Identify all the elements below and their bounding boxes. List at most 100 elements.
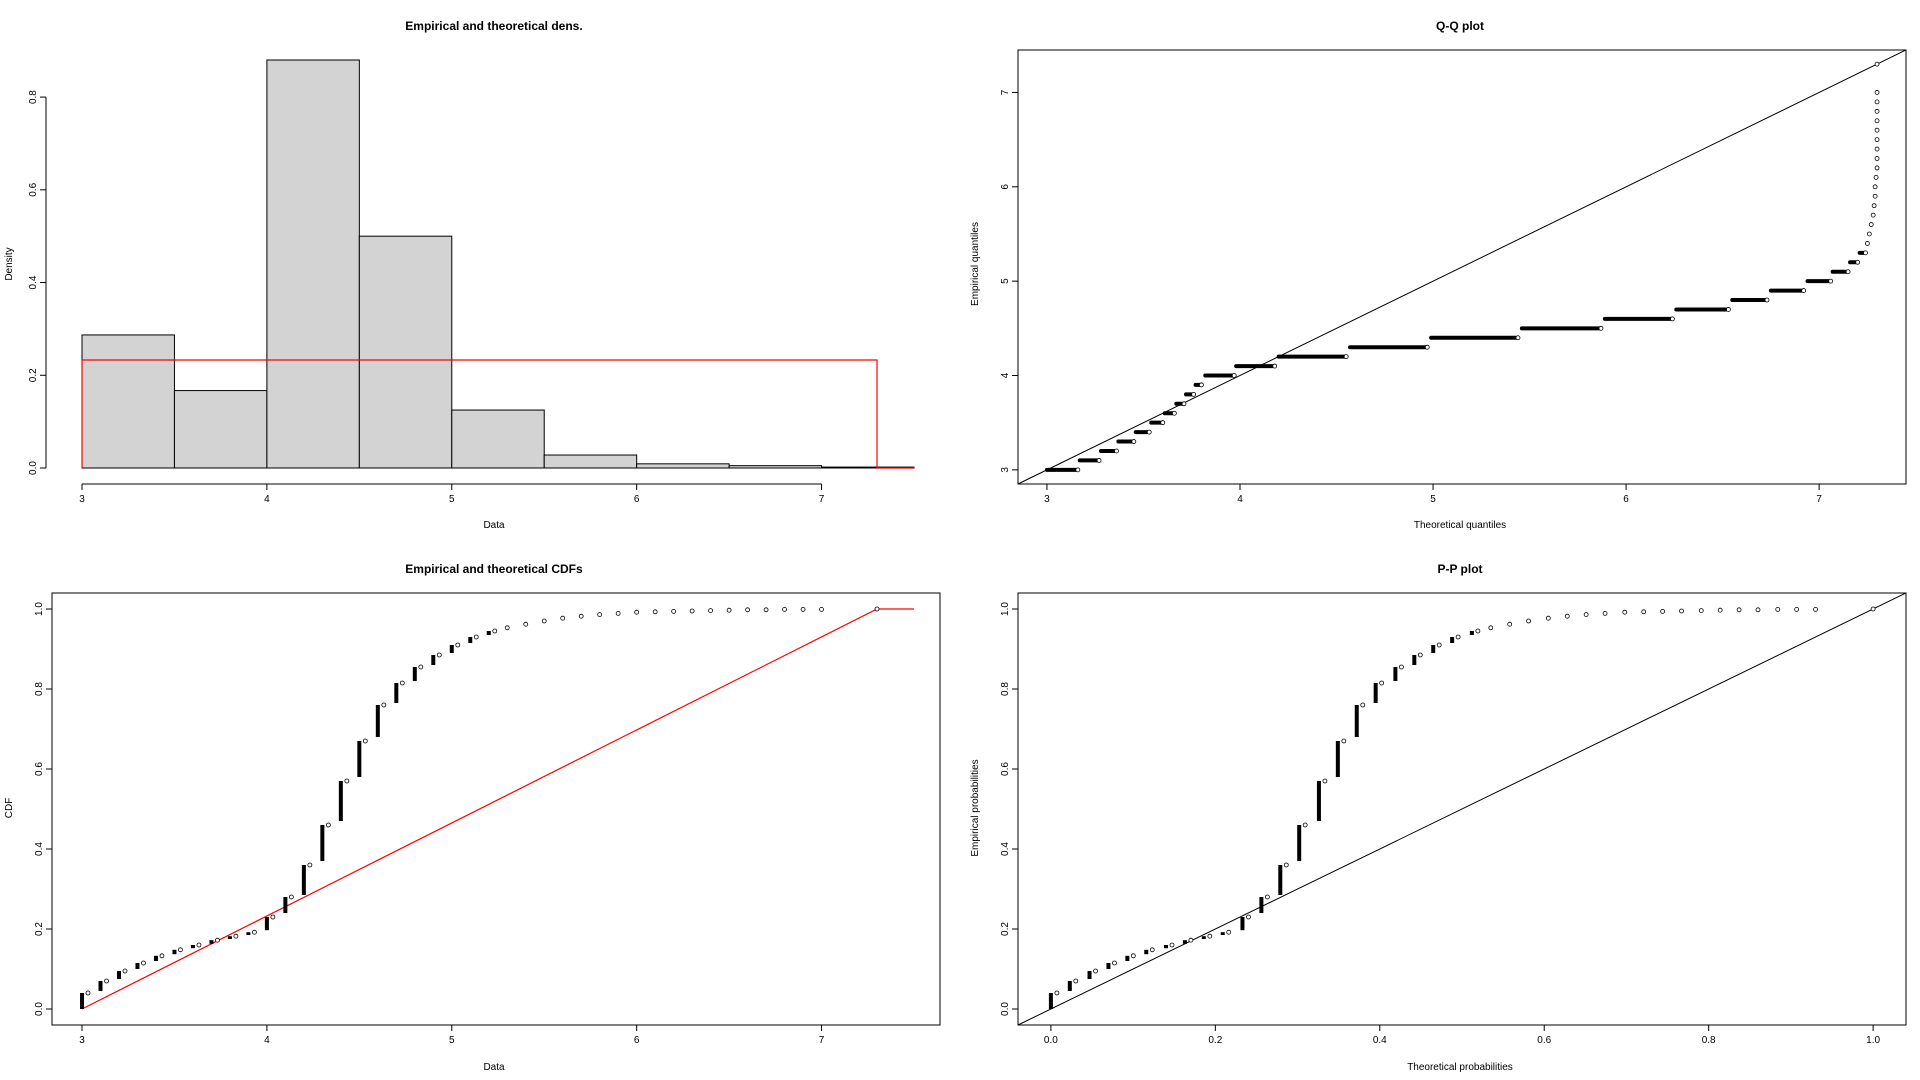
density-bars [81, 59, 915, 469]
cdf-point [782, 607, 787, 612]
qq-y-tick-label: 5 [1000, 278, 1011, 284]
cdf-point [362, 738, 368, 744]
pp-point [1188, 937, 1194, 943]
cdf-point [800, 607, 806, 612]
pp-point [1073, 978, 1079, 984]
qq-point [1231, 373, 1237, 378]
qq-point [1868, 222, 1874, 227]
cdf-point [578, 613, 584, 619]
cdf-point [178, 947, 183, 953]
pp-point [1341, 738, 1347, 744]
qq-point [1096, 458, 1102, 463]
cdf-point [251, 929, 257, 935]
cdf-plot-frame [51, 592, 941, 1026]
qq-points [1044, 61, 1880, 473]
cdf-panel: Empirical and theoretical CDFs Data CDF … [4, 562, 941, 1073]
qq-x-tick-label: 7 [1816, 494, 1822, 505]
pp-point [1813, 607, 1818, 612]
density-bar [451, 409, 545, 469]
pp-point [1169, 942, 1175, 948]
pp-plot-frame [1017, 592, 1907, 1026]
pp-point [1660, 609, 1666, 614]
pp-point [1054, 990, 1060, 996]
cdf-x-tick-label: 7 [819, 1035, 825, 1046]
cdf-x-axis: 3 4 5 6 7 [79, 1025, 825, 1046]
cdf-point [819, 607, 824, 612]
density-xlabel: Data [483, 520, 505, 531]
pp-point [1641, 609, 1647, 615]
cdf-point [473, 634, 479, 640]
cdf-y-tick-label: 0.4 [34, 842, 45, 856]
qq-x-tick-label: 6 [1623, 494, 1629, 505]
qq-point [1075, 467, 1081, 473]
qq-x-axis: 3 4 5 6 7 [1044, 484, 1822, 505]
pp-y-tick-label: 0.4 [1000, 842, 1011, 856]
density-bar [81, 334, 175, 469]
cdf-point [597, 612, 603, 617]
density-theoretical-curve [81, 359, 914, 469]
pp-point [1149, 947, 1155, 953]
qq-y-axis: 3 4 5 6 7 [1000, 89, 1018, 473]
pp-x-tick-label: 1.0 [1866, 1035, 1880, 1046]
pp-point [1360, 702, 1366, 708]
qq-point [1874, 137, 1880, 143]
cdf-point [122, 968, 128, 974]
cdf-point [541, 618, 547, 624]
pp-point [1870, 606, 1876, 612]
density-y-tick-label: 0.2 [28, 368, 39, 382]
pp-x-tick-label: 0.4 [1373, 1035, 1387, 1046]
cdf-point [159, 953, 165, 959]
cdf-point [288, 894, 294, 900]
pp-y-tick-label: 1.0 [1000, 602, 1011, 616]
cdf-y-tick-label: 0.6 [34, 762, 45, 776]
qq-point [1131, 439, 1137, 444]
density-x-tick-label: 4 [264, 494, 270, 505]
density-theoretical-line [81, 359, 914, 469]
cdf-empirical-points [80, 606, 880, 1009]
cdf-point [436, 652, 442, 658]
pp-point [1794, 607, 1800, 612]
qq-point [1874, 165, 1880, 171]
pp-point [1475, 628, 1481, 634]
pp-x-tick-label: 0.6 [1537, 1035, 1551, 1046]
cdf-point [215, 937, 220, 943]
qq-point [1870, 212, 1876, 218]
cdf-point [726, 607, 732, 613]
pp-point [1564, 613, 1570, 619]
qq-point [1272, 363, 1278, 369]
pp-point [1302, 822, 1308, 828]
pp-panel: P-P plot Theoretical probabilities Empir… [970, 562, 1907, 1073]
pp-point [1545, 615, 1551, 621]
pp-point [1283, 862, 1289, 868]
qq-point [1873, 174, 1879, 180]
density-x-tick-label: 6 [634, 494, 640, 505]
qq-ylabel: Empirical quantiles [970, 222, 981, 306]
density-y-tick-label: 0.8 [28, 90, 39, 104]
pp-point [1736, 607, 1742, 613]
pp-y-tick-label: 0.0 [1000, 1002, 1011, 1016]
qq-point [1343, 354, 1349, 360]
qq-y-tick-label: 6 [1000, 184, 1011, 190]
pp-reference-line [1017, 592, 1907, 1026]
density-bar [358, 235, 453, 469]
density-x-tick-label: 3 [79, 494, 85, 505]
density-title: Empirical and theoretical dens. [405, 19, 582, 33]
qq-point [1424, 344, 1430, 350]
cdf-point [492, 628, 498, 634]
qq-point [1160, 420, 1166, 426]
density-bar [728, 465, 823, 469]
qq-point [1874, 127, 1880, 133]
cdf-point [455, 642, 461, 648]
cdf-point [381, 702, 387, 708]
qq-xlabel: Theoretical quantiles [1414, 520, 1506, 531]
cdf-y-tick-label: 0.8 [34, 682, 45, 696]
qq-point [1801, 288, 1807, 293]
qq-y-tick-label: 7 [1000, 89, 1011, 95]
qq-y-tick-label: 3 [1000, 467, 1011, 473]
cdf-point [745, 607, 750, 613]
cdf-point [634, 609, 640, 615]
qq-point [1874, 99, 1880, 105]
cdf-point [325, 822, 331, 828]
pp-point [1526, 618, 1531, 624]
pp-point [1717, 607, 1723, 613]
